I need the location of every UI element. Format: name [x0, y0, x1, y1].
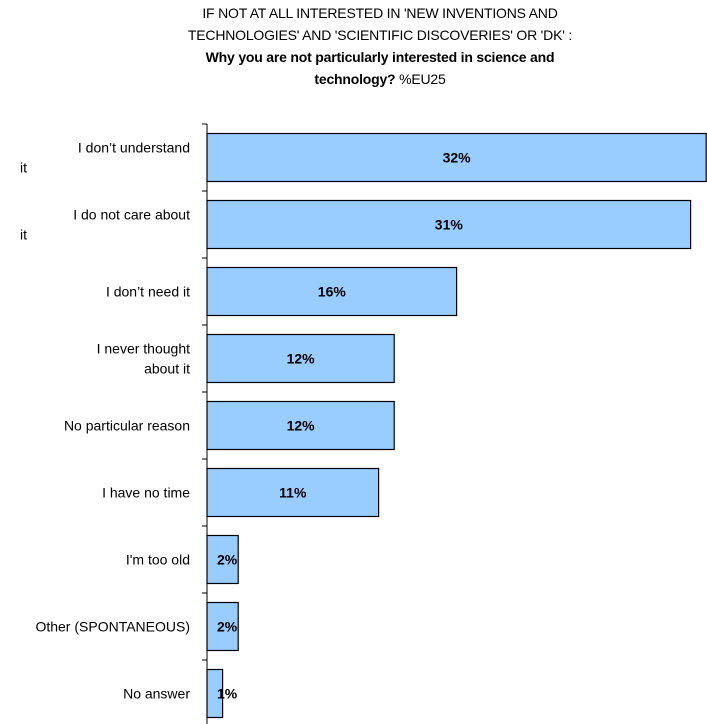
bar	[206, 199, 692, 250]
title-line-1: IF NOT AT ALL INTERESTED IN 'NEW INVENTI…	[202, 5, 558, 21]
category-label: I'm too old	[126, 552, 190, 568]
bar	[206, 132, 707, 183]
title-suffix: %EU25	[395, 71, 446, 87]
bar-value-label: 32%	[443, 150, 472, 166]
bar-value-label: 2%	[217, 552, 238, 568]
chart-axis	[202, 123, 208, 724]
bar	[206, 400, 395, 451]
bar	[206, 333, 395, 384]
category-label: Other (SPONTANEOUS)	[35, 619, 190, 635]
bar	[206, 668, 224, 719]
bar-value-label: 16%	[318, 284, 347, 300]
category-label: I never thought about it	[97, 341, 191, 377]
bar	[206, 467, 380, 518]
category-label: I do not care about it	[20, 207, 190, 243]
bar-value-label: 31%	[435, 217, 464, 233]
bar-value-label: 2%	[217, 619, 238, 635]
chart-title: IF NOT AT ALL INTERESTED IN 'NEW INVENTI…	[60, 2, 700, 90]
bar-value-label: 1%	[217, 686, 238, 702]
category-label: I have no time	[102, 485, 190, 501]
title-line-3: Why you are not particularly interested …	[205, 49, 555, 65]
category-label: No answer	[123, 686, 190, 702]
category-label: No particular reason	[64, 418, 190, 434]
chart-bars	[206, 132, 707, 719]
category-label: I don’t need it	[106, 284, 190, 300]
title-question: technology?	[314, 71, 396, 87]
category-label: I don’t understand it	[20, 140, 190, 176]
bar	[206, 601, 239, 652]
bar-value-label: 11%	[279, 485, 307, 501]
title-line-2: TECHNOLOGIES' AND 'SCIENTIFIC DISCOVERIE…	[187, 27, 573, 43]
bar-value-label: 12%	[287, 351, 316, 367]
chart-labels: 32% I don’t understand it 31% I do not care …	[20, 140, 471, 702]
title-line-4: technology? %EU25	[60, 68, 700, 90]
bar-value-label: 12%	[287, 418, 316, 434]
bar	[206, 534, 239, 585]
bar	[206, 266, 458, 317]
